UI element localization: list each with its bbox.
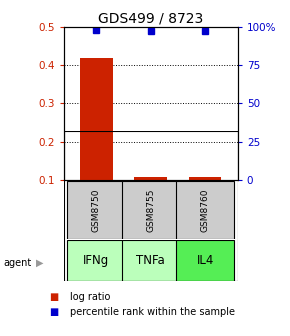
Bar <box>135 177 167 180</box>
Bar <box>176 181 234 239</box>
Text: GSM8750: GSM8750 <box>92 188 101 232</box>
Text: ▶: ▶ <box>36 258 44 268</box>
Text: IFNg: IFNg <box>83 254 110 267</box>
Text: ■: ■ <box>49 307 59 318</box>
Text: agent: agent <box>3 258 31 268</box>
Text: GSM8760: GSM8760 <box>201 188 210 232</box>
Bar <box>122 240 180 281</box>
Bar <box>80 58 113 180</box>
Bar <box>189 177 222 180</box>
Text: log ratio: log ratio <box>70 292 110 302</box>
Text: GSM8755: GSM8755 <box>146 188 155 232</box>
Title: GDS499 / 8723: GDS499 / 8723 <box>98 12 203 26</box>
Bar <box>176 240 234 281</box>
Bar <box>67 240 125 281</box>
Text: TNFa: TNFa <box>136 254 165 267</box>
Text: ■: ■ <box>49 292 59 302</box>
Bar <box>122 181 180 239</box>
Text: IL4: IL4 <box>197 254 214 267</box>
Bar <box>67 181 125 239</box>
Text: percentile rank within the sample: percentile rank within the sample <box>70 307 235 318</box>
